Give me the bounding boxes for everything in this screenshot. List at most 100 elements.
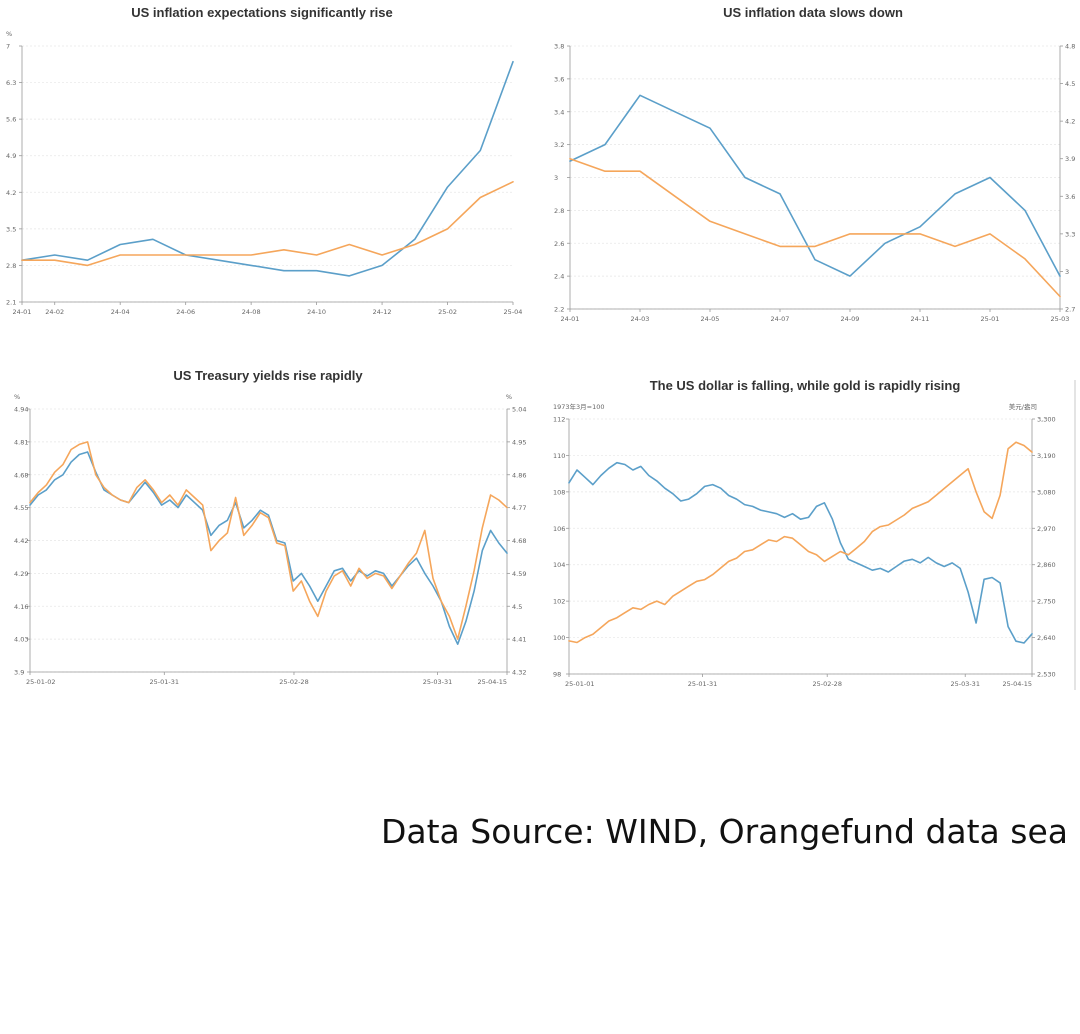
y-tick-label-left: 3.4 (554, 108, 564, 116)
y-tick-label-right: 4.68 (512, 537, 526, 545)
y-tick-label-left: 2.1 (6, 299, 16, 307)
y-tick-label-right: 3,190 (1037, 452, 1056, 460)
y-tick-label-left: 6.3 (6, 79, 16, 87)
y-tick-label-right: 2,970 (1037, 525, 1056, 533)
y-tick-label-right: 4.5 (1065, 80, 1075, 88)
x-tick-label: 25-04-15 (477, 678, 507, 686)
chart-treasury-yields: US Treasury yields rise rapidly 3.9 4.03 4.… (0, 360, 540, 700)
y-tick-label-left: 4.16 (14, 603, 28, 611)
y-tick-label-left: 3.9 (14, 669, 24, 677)
x-tick-label: 25-01-02 (26, 678, 56, 686)
chart-title: US inflation expectations significantly … (131, 5, 393, 20)
y-tick-label-left: 3 (554, 174, 558, 182)
y-tick-label-left: 110 (553, 452, 565, 460)
y-tick-label-right: 4.2 (1065, 118, 1075, 126)
chart-title: The US dollar is falling, while gold is … (650, 378, 961, 393)
chart-dollar-vs-gold: The US dollar is falling, while gold is … (540, 370, 1080, 700)
x-tick-label: 24-05 (701, 315, 720, 323)
y-tick-label-right: 2,860 (1037, 561, 1056, 569)
unit-label-right: 美元/盎司 (1009, 402, 1037, 411)
y-tick-label-left: 2.8 (6, 262, 16, 270)
y-tick-label-right: 3.3 (1065, 230, 1075, 238)
y-tick-label-right: 4.77 (512, 504, 526, 512)
y-tick-label-left: 7 (6, 43, 10, 51)
y-tick-label-left: 4.42 (14, 537, 28, 545)
y-tick-label-right: 4.41 (512, 636, 526, 644)
x-tick-label: 25-02 (438, 308, 457, 316)
series-line-blue (568, 461, 1033, 644)
x-tick-label: 25-04 (504, 308, 523, 316)
y-tick-label-left: 4.55 (14, 504, 28, 512)
unit-label-left: % (6, 30, 12, 38)
y-tick-label-right: 2,750 (1037, 598, 1056, 606)
y-tick-label-left: 5.6 (6, 116, 16, 124)
scrollbar-edge (1074, 380, 1076, 690)
x-tick-label: 25-03-31 (950, 680, 980, 688)
y-tick-label-right: 5.04 (512, 406, 526, 414)
y-tick-label-right: 4.86 (512, 471, 526, 479)
y-tick-label-right: 4.5 (512, 603, 522, 611)
y-tick-label-left: 100 (553, 634, 565, 642)
y-tick-label-left: 4.68 (14, 471, 28, 479)
y-tick-label-right: 3.6 (1065, 193, 1075, 201)
y-tick-label-right: 4.95 (512, 438, 526, 446)
x-tick-label: 25-03 (1051, 315, 1070, 323)
x-tick-label: 24-12 (373, 308, 392, 316)
x-tick-label: 24-01 (561, 315, 580, 323)
x-tick-label: 24-08 (242, 308, 261, 316)
y-tick-label-left: 3.2 (554, 141, 564, 149)
chart-inflation-data: US inflation data slows down 2.2 2.4 2.6 2.8… (540, 0, 1080, 340)
y-tick-label-left: 3.8 (554, 43, 564, 51)
x-tick-label: 25-04-15 (1002, 680, 1032, 688)
y-tick-label-left: 112 (553, 416, 565, 424)
y-tick-label-left: 2.6 (554, 240, 564, 248)
y-tick-label-left: 4.2 (6, 189, 16, 197)
y-tick-label-right: 4.59 (512, 570, 526, 578)
y-tick-label-left: 98 (553, 671, 561, 679)
series-line-orange (21, 181, 514, 267)
series-line-orange (29, 441, 508, 640)
chart-svg: US Treasury yields rise rapidly 3.9 4.03 4.… (14, 368, 526, 686)
x-tick-label: 25-01-01 (565, 680, 595, 688)
y-tick-label-left: 3.5 (6, 225, 16, 233)
chart-inflation-expectations: US inflation expectations significantly … (0, 0, 540, 340)
x-tick-label: 24-11 (911, 315, 930, 323)
x-tick-label: 24-02 (45, 308, 64, 316)
x-tick-label: 25-01-31 (150, 678, 180, 686)
chart-svg: US inflation data slows down 2.2 2.4 2.6 2.8… (554, 5, 1075, 323)
unit-label-left: 1973年3月=100 (553, 402, 605, 411)
series-line-blue (21, 60, 514, 277)
series-line-blue (29, 451, 508, 646)
series-line-orange (568, 441, 1033, 644)
y-tick-label-left: 4.81 (14, 438, 28, 446)
y-tick-label-right: 4.8 (1065, 43, 1075, 51)
chart-svg: US inflation expectations significantly … (6, 5, 523, 316)
y-tick-label-left: 4.94 (14, 406, 28, 414)
x-tick-label: 24-06 (176, 308, 195, 316)
x-tick-label: 24-07 (771, 315, 790, 323)
series-line-orange (569, 157, 1061, 298)
x-tick-label: 25-03-31 (423, 678, 453, 686)
x-tick-label: 24-09 (841, 315, 860, 323)
y-tick-label-left: 108 (553, 488, 565, 496)
y-tick-label-right: 3,300 (1037, 416, 1056, 424)
y-tick-label-right: 4.32 (512, 669, 526, 677)
x-tick-label: 25-01-31 (688, 680, 718, 688)
y-tick-label-left: 4.29 (14, 570, 28, 578)
chart-title: US inflation data slows down (723, 5, 903, 20)
series-line-blue (569, 94, 1061, 277)
y-tick-label-left: 102 (553, 598, 565, 606)
chart-svg: The US dollar is falling, while gold is … (553, 378, 1056, 688)
x-tick-label: 25-02-28 (279, 678, 309, 686)
y-tick-label-left: 2.8 (554, 207, 564, 215)
y-tick-label-right: 3,080 (1037, 488, 1056, 496)
y-tick-label-left: 3.6 (554, 75, 564, 83)
y-tick-label-left: 2.2 (554, 306, 564, 314)
y-tick-label-left: 2.4 (554, 273, 564, 281)
x-tick-label: 25-02-28 (812, 680, 842, 688)
y-tick-label-right: 2.7 (1065, 306, 1075, 314)
y-tick-label-left: 106 (553, 525, 565, 533)
y-tick-label-right: 3 (1065, 268, 1069, 276)
x-tick-label: 24-10 (307, 308, 326, 316)
y-tick-label-left: 4.03 (14, 636, 28, 644)
